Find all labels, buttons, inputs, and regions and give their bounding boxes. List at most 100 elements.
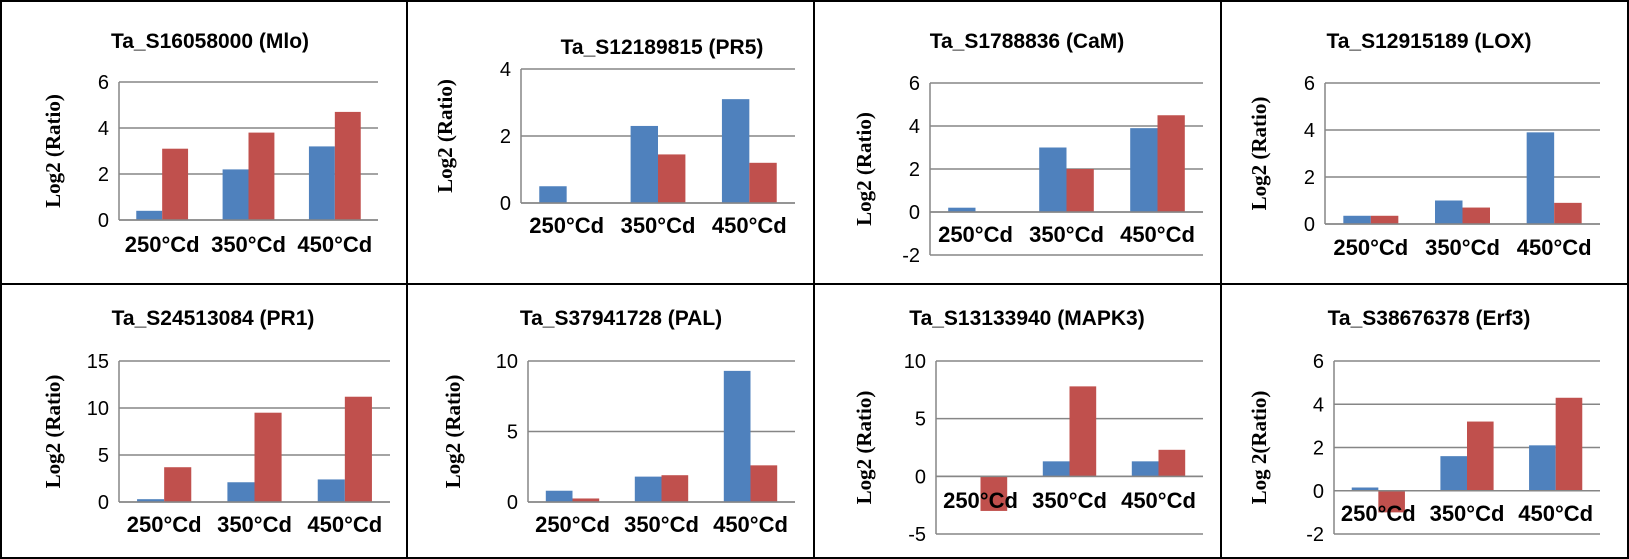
- chart-panel-3: -2 0 2 4 6 250°Cd 350°Cd 450°Cd Ta_S1788836 (CaM…: [852, 30, 1203, 267]
- bar: [1351, 487, 1379, 491]
- chart-title: Ta_S38676378 (Erf3): [1328, 307, 1531, 330]
- bar: [227, 482, 255, 502]
- bar: [545, 490, 573, 502]
- bar: [334, 111, 361, 220]
- bar: [164, 467, 192, 502]
- x-tick-label: 250°Cd: [125, 232, 200, 257]
- x-tick-label: 350°Cd: [621, 213, 696, 238]
- bar: [162, 148, 189, 220]
- x-tick-label: 250°Cd: [529, 213, 604, 238]
- bar: [1130, 128, 1158, 212]
- chart-panel-6: 0 5 10 250°Cd 350°Cd 450°Cd Ta_S37941728 (PAL)…: [441, 307, 795, 537]
- y-tick-label: 0: [500, 193, 511, 215]
- y-tick-label: 2: [500, 126, 511, 148]
- chart-title: Ta_S12189815 (PR5): [561, 36, 764, 59]
- bar: [661, 475, 689, 502]
- y-axis-label: Log2 (Ratio): [441, 375, 465, 489]
- bar: [1462, 207, 1490, 224]
- y-axis-label: Log2 (Ratio): [41, 375, 65, 489]
- y-axis-label: Log2 (Ratio): [852, 391, 876, 505]
- x-tick-label: 350°Cd: [1029, 222, 1104, 247]
- y-tick-label: -2: [1306, 524, 1324, 546]
- x-tick-label: 250°Cd: [943, 488, 1018, 513]
- y-tick-label: 5: [915, 409, 926, 431]
- bar: [1435, 200, 1463, 224]
- chart-panel-7: -5 0 5 10 250°Cd 350°Cd 450°Cd Ta_S13133940 (MA…: [852, 307, 1203, 546]
- bar: [317, 479, 345, 502]
- bar: [254, 412, 282, 502]
- y-tick-label: 4: [909, 116, 920, 138]
- y-tick-label: 6: [1313, 351, 1324, 373]
- chart-title: Ta_S12915189 (LOX): [1326, 30, 1531, 53]
- y-axis-label: Log2 (Ratio): [433, 79, 457, 193]
- y-tick-label: 10: [496, 351, 518, 373]
- y-tick-label: 4: [1304, 120, 1315, 142]
- y-tick-label: 2: [1304, 167, 1315, 189]
- bar: [1440, 456, 1467, 491]
- x-tick-label: 250°Cd: [1333, 235, 1408, 260]
- bar: [572, 498, 600, 502]
- bar: [136, 210, 163, 220]
- bar: [308, 146, 335, 220]
- chart-panel-5: 0 5 10 15 250°Cd 350°Cd 450°Cd Ta_S24513084 (PR…: [41, 307, 390, 537]
- bar: [630, 125, 658, 203]
- bar: [1066, 169, 1094, 212]
- x-tick-label: 450°Cd: [307, 512, 382, 537]
- y-tick-label: 0: [1304, 214, 1315, 236]
- x-tick-label: 250°Cd: [535, 512, 610, 537]
- y-tick-label: 0: [98, 492, 109, 514]
- bar: [1069, 386, 1097, 477]
- y-tick-label: 2: [909, 159, 920, 181]
- chart-title: Ta_S13133940 (MAPK3): [909, 307, 1144, 330]
- chart-title: Ta_S37941728 (PAL): [520, 307, 722, 330]
- x-tick-label: 350°Cd: [1430, 501, 1505, 526]
- bar: [1158, 449, 1186, 477]
- y-tick-label: 2: [98, 164, 109, 186]
- x-tick-label: 450°Cd: [713, 512, 788, 537]
- y-axis-label: Log2 (Ratio): [41, 94, 65, 208]
- bar: [1554, 202, 1582, 224]
- x-tick-label: 350°Cd: [1032, 488, 1107, 513]
- y-tick-label: 0: [1313, 481, 1324, 503]
- chart-panel-1: 0 2 4 6 250°Cd 350°Cd 450°Cd Ta_S16058000 (Mlo)…: [41, 30, 378, 257]
- bar: [750, 465, 778, 502]
- x-tick-label: 450°Cd: [1121, 488, 1196, 513]
- bar: [1526, 132, 1555, 224]
- x-tick-label: 450°Cd: [1120, 222, 1195, 247]
- chart-panel-8: -2 0 2 4 6 250°Cd 350°Cd 450°Cd Ta_S38676378 (Er…: [1247, 307, 1600, 546]
- y-tick-label: 4: [500, 59, 511, 81]
- x-tick-label: 350°Cd: [211, 232, 286, 257]
- x-tick-label: 450°Cd: [1517, 235, 1592, 260]
- bar: [1131, 461, 1159, 477]
- y-tick-label: 10: [904, 351, 926, 373]
- bar: [634, 476, 662, 502]
- bar: [1042, 461, 1070, 477]
- y-tick-label: -5: [908, 524, 926, 546]
- bar: [658, 154, 686, 203]
- bar: [1529, 445, 1556, 491]
- y-tick-label: -2: [902, 245, 920, 267]
- y-axis-label: Log2 (Ratio): [852, 112, 876, 226]
- bar: [222, 169, 249, 220]
- x-tick-label: 350°Cd: [217, 512, 292, 537]
- bar: [721, 99, 750, 203]
- y-tick-label: 0: [909, 202, 920, 224]
- x-tick-label: 250°Cd: [127, 512, 202, 537]
- x-tick-label: 350°Cd: [1425, 235, 1500, 260]
- x-tick-label: 450°Cd: [297, 232, 372, 257]
- bar: [1467, 421, 1494, 491]
- chart-title: Ta_S1788836 (CaM): [930, 30, 1125, 53]
- bar: [723, 370, 751, 502]
- bar: [1378, 490, 1405, 513]
- bar: [1343, 215, 1371, 224]
- x-tick-label: 450°Cd: [712, 213, 787, 238]
- y-tick-label: 10: [87, 398, 109, 420]
- bar: [1157, 115, 1185, 212]
- y-tick-label: 6: [909, 73, 920, 95]
- bar: [1370, 215, 1399, 224]
- y-axis-label: Log2 (Ratio): [1247, 97, 1271, 211]
- bar: [980, 476, 1008, 511]
- y-tick-label: 6: [1304, 73, 1315, 95]
